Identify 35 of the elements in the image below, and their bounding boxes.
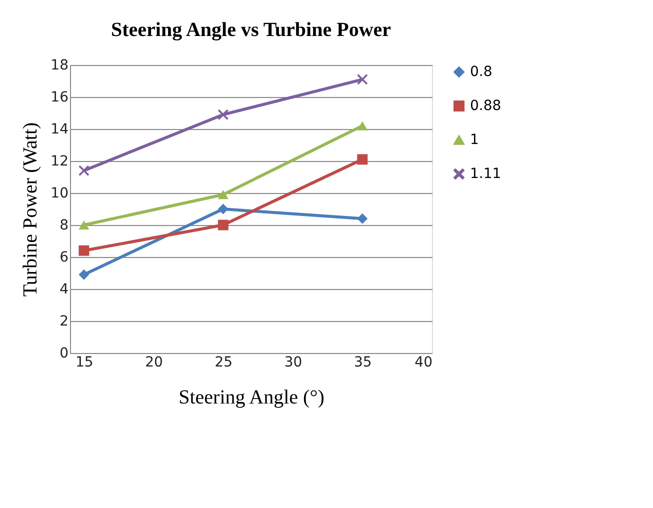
y-tick-label: 12 <box>50 154 68 170</box>
point <box>357 74 368 85</box>
y-tick-label: 2 <box>60 314 68 330</box>
y-axis-title: Turbine Power (Watt) <box>20 122 42 297</box>
point <box>357 213 368 224</box>
x-tick-label: 35 <box>354 354 372 370</box>
y-tick-label: 6 <box>60 250 69 266</box>
x-axis-title: Steering Angle (°) <box>178 386 324 408</box>
point <box>357 121 368 130</box>
legend-label: 0.88 <box>470 98 502 114</box>
y-tick-label: 8 <box>60 218 68 234</box>
point <box>78 269 90 280</box>
x-tick-label: 15 <box>76 354 94 370</box>
legend-label: 0.8 <box>470 64 492 80</box>
x-tick-label: 20 <box>145 354 163 370</box>
legend-label: 1.11 <box>470 166 502 182</box>
point <box>78 165 90 176</box>
y-tick-label: 16 <box>50 90 69 106</box>
x-tick-label: 30 <box>284 354 302 370</box>
point <box>78 220 90 230</box>
y-tick-label: 14 <box>50 122 69 138</box>
point <box>78 245 90 256</box>
y-tick-label: 18 <box>50 58 68 74</box>
x-tick-label: 25 <box>214 354 233 370</box>
point <box>357 154 368 165</box>
legend-label: 1 <box>470 132 479 148</box>
chart-title: Steering Angle vs Turbine Power <box>110 19 392 41</box>
x-tick-label: 40 <box>414 354 432 370</box>
point <box>218 220 228 230</box>
point <box>218 204 228 214</box>
point <box>218 190 228 200</box>
y-tick-label: 4 <box>60 282 69 298</box>
y-tick-label: 0 <box>60 346 68 362</box>
y-tick-label: 10 <box>50 186 68 202</box>
point <box>218 109 228 120</box>
